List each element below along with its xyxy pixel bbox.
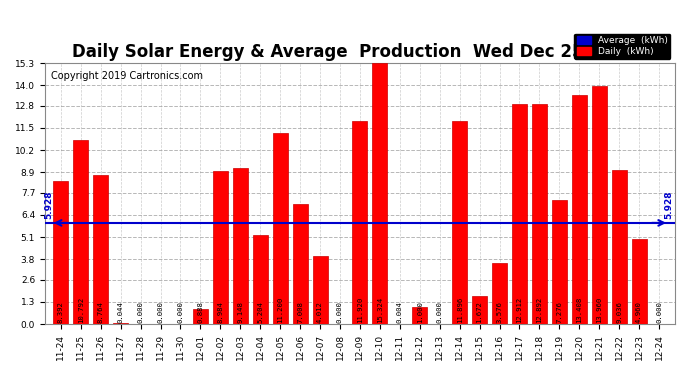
Text: 3.576: 3.576: [497, 301, 502, 322]
Text: 4.012: 4.012: [317, 301, 323, 322]
Bar: [631, 239, 647, 324]
Text: 12.892: 12.892: [536, 296, 542, 322]
Text: 0.044: 0.044: [117, 301, 124, 322]
Text: 5.928: 5.928: [44, 191, 53, 219]
Text: 0.000: 0.000: [337, 301, 343, 322]
Bar: [452, 121, 467, 324]
Text: 8.392: 8.392: [58, 301, 63, 322]
Bar: [113, 323, 128, 324]
Text: Copyright 2019 Cartronics.com: Copyright 2019 Cartronics.com: [51, 71, 203, 81]
Text: 1.672: 1.672: [477, 301, 482, 322]
Text: 9.148: 9.148: [237, 301, 244, 322]
Text: 0.888: 0.888: [197, 301, 204, 322]
Bar: [373, 63, 387, 324]
Text: 12.912: 12.912: [516, 296, 522, 322]
Bar: [412, 307, 427, 324]
Bar: [552, 200, 566, 324]
Text: 11.896: 11.896: [457, 296, 462, 322]
Bar: [93, 174, 108, 324]
Bar: [233, 168, 248, 324]
Text: 15.324: 15.324: [377, 296, 383, 322]
Bar: [53, 181, 68, 324]
Bar: [73, 140, 88, 324]
Text: 5.928: 5.928: [664, 191, 673, 219]
Bar: [592, 86, 607, 324]
Text: 13.408: 13.408: [576, 296, 582, 322]
Text: 11.920: 11.920: [357, 296, 363, 322]
Text: 1.000: 1.000: [417, 301, 423, 322]
Title: Daily Solar Energy & Average  Production  Wed Dec 25  16:27: Daily Solar Energy & Average Production …: [72, 44, 648, 62]
Legend: Average  (kWh), Daily  (kWh): Average (kWh), Daily (kWh): [575, 34, 671, 58]
Bar: [512, 104, 527, 324]
Bar: [253, 235, 268, 324]
Bar: [572, 95, 586, 324]
Text: 13.960: 13.960: [596, 296, 602, 322]
Bar: [273, 133, 288, 324]
Bar: [193, 309, 208, 324]
Bar: [472, 296, 487, 324]
Text: 0.000: 0.000: [177, 301, 184, 322]
Text: 8.764: 8.764: [98, 301, 104, 322]
Bar: [293, 204, 308, 324]
Text: 7.276: 7.276: [556, 301, 562, 322]
Bar: [532, 104, 547, 324]
Text: 0.000: 0.000: [137, 301, 144, 322]
Text: 5.204: 5.204: [257, 301, 263, 322]
Bar: [612, 170, 627, 324]
Bar: [213, 171, 228, 324]
Text: 10.792: 10.792: [78, 296, 83, 322]
Text: 7.008: 7.008: [297, 301, 303, 322]
Text: 11.200: 11.200: [277, 296, 283, 322]
Bar: [313, 256, 328, 324]
Bar: [353, 121, 367, 324]
Text: 4.960: 4.960: [636, 301, 642, 322]
Text: 0.000: 0.000: [157, 301, 164, 322]
Text: 0.000: 0.000: [656, 301, 662, 322]
Text: 0.004: 0.004: [397, 301, 403, 322]
Text: 8.984: 8.984: [217, 301, 224, 322]
Text: 0.000: 0.000: [437, 301, 443, 322]
Bar: [492, 263, 507, 324]
Text: 9.036: 9.036: [616, 301, 622, 322]
